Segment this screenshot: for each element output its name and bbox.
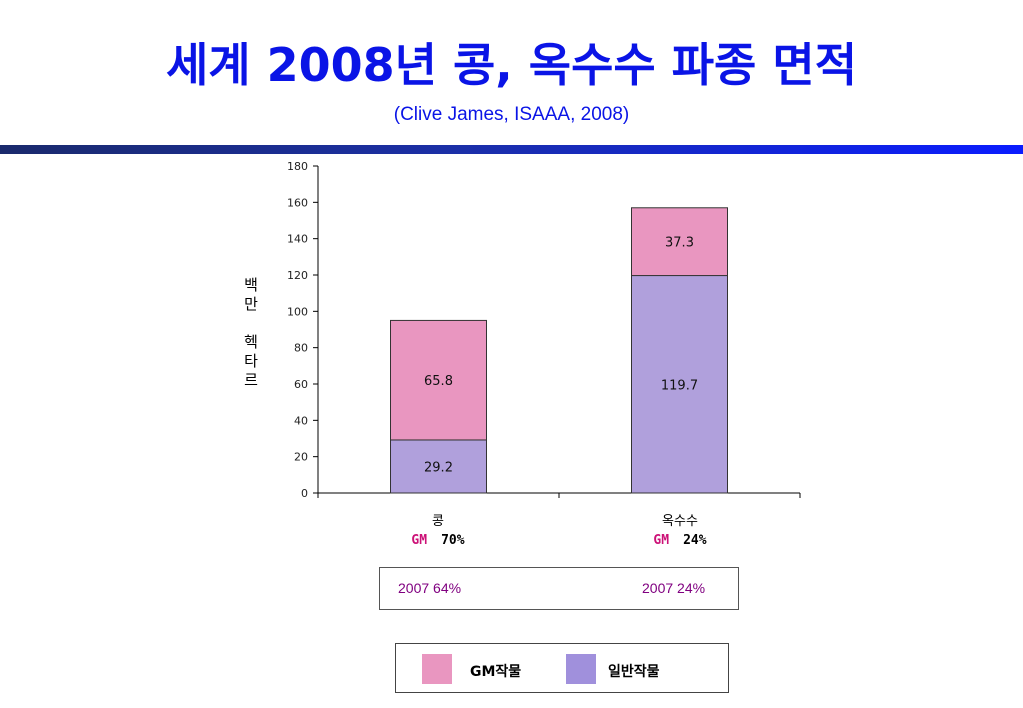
y-tick-label: 180 (287, 160, 308, 173)
category-label-corn: 옥수수 (662, 514, 698, 529)
y-tick-label: 140 (287, 233, 308, 246)
chart-legend: GM작물 일반작물 (395, 643, 729, 693)
title-divider (0, 145, 1023, 154)
category-label-soybean: 콩 (432, 514, 444, 529)
page-subtitle: (Clive James, ISAAA, 2008) (393, 104, 630, 125)
gm-share-soybean: GM 70% (358, 533, 518, 548)
y-tick-label: 120 (287, 269, 308, 282)
bar-value-label: 119.7 (661, 378, 698, 393)
bar-value-label: 37.3 (665, 236, 694, 251)
bar-value-label: 65.8 (424, 374, 453, 389)
bar-segment (390, 319, 487, 441)
y-tick-label: 20 (294, 451, 308, 464)
previous-year-corn: 2007 24% (642, 580, 706, 596)
y-tick-label: 60 (294, 378, 308, 391)
bar-segment (390, 439, 487, 494)
y-tick-label: 80 (294, 342, 308, 355)
y-tick-label: 100 (287, 305, 308, 318)
gm-share-value: 24% (683, 533, 707, 548)
y-tick-label: 40 (294, 414, 308, 427)
y-tick-label: 0 (301, 487, 308, 500)
gm-tag: GM (411, 533, 428, 548)
bar-segment (631, 207, 728, 277)
legend-label-gm: GM작물 (470, 664, 522, 680)
legend-swatch-conventional (566, 654, 596, 684)
gm-share-corn: GM 24% (600, 533, 760, 548)
previous-year-soybean: 2007 64% (398, 580, 462, 596)
previous-year-box: 2007 64% 2007 24% (379, 567, 739, 610)
gm-share-value: 70% (441, 533, 465, 548)
page-title: 세계 2008년 콩, 옥수수 파종 면적 (165, 38, 858, 92)
bar-value-label: 29.2 (424, 460, 453, 475)
gm-tag: GM (653, 533, 670, 548)
legend-swatch-gm (422, 654, 452, 684)
legend-label-conventional: 일반작물 (608, 664, 660, 680)
y-tick-label: 160 (287, 196, 308, 209)
bar-segment (631, 275, 728, 494)
